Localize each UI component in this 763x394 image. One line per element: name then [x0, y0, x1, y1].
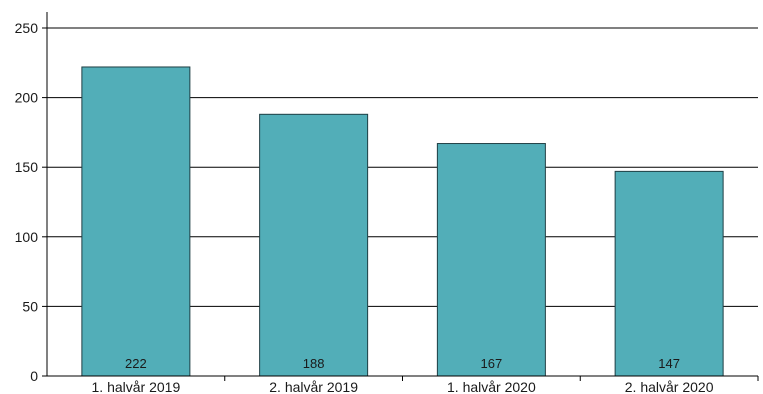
x-tick-label: 2. halvår 2020	[625, 379, 714, 394]
data-label: 188	[303, 356, 325, 371]
bar	[436, 143, 546, 377]
axes	[42, 12, 759, 381]
y-tick-label: 250	[15, 20, 39, 36]
x-tick-label: 2. halvår 2019	[269, 379, 358, 394]
y-tick-label: 50	[22, 298, 38, 314]
y-tick-label: 0	[30, 368, 38, 384]
labels: 0 50 100 150 200 250 222 1. halvår 2019 188 2. ha…	[15, 20, 714, 394]
bar	[259, 113, 369, 377]
y-tick-label: 200	[15, 90, 39, 106]
bars	[81, 66, 724, 377]
data-label: 147	[658, 356, 680, 371]
data-label: 167	[481, 356, 503, 371]
y-tick-label: 100	[15, 229, 39, 245]
bar	[614, 170, 724, 377]
x-tick-label: 1. halvår 2019	[92, 379, 181, 394]
y-tick-label: 150	[15, 159, 39, 175]
bar	[81, 66, 191, 377]
data-label: 222	[125, 356, 147, 371]
x-tick-label: 1. halvår 2020	[447, 379, 536, 394]
